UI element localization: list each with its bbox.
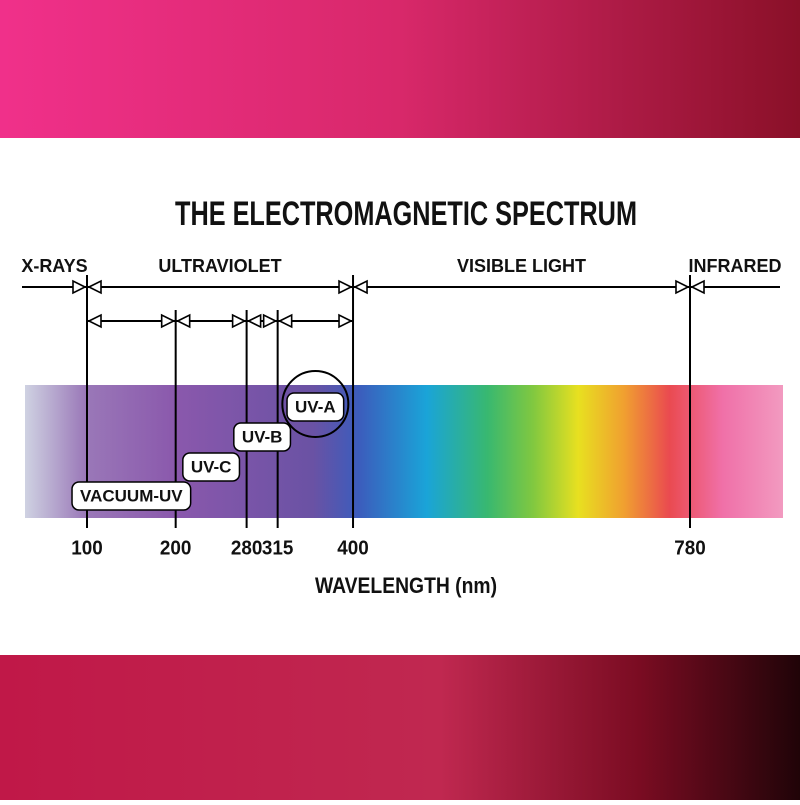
highlight-circle [281, 370, 350, 438]
top-banner [0, 0, 800, 138]
arrowhead [72, 279, 87, 295]
arrowhead [175, 313, 191, 329]
arrowhead [231, 313, 247, 329]
band-label: UV-C [191, 457, 232, 476]
wavelength-label: 780 [674, 537, 706, 559]
wavelength-label: 200 [160, 537, 192, 559]
arrowhead [353, 279, 368, 295]
title: THE ELECTROMAGNETIC SPECTRUM [175, 195, 637, 233]
arrowhead [262, 313, 278, 329]
wavelength-label: 315 [262, 537, 294, 559]
arrowhead [246, 313, 262, 329]
band-label-box [71, 481, 192, 511]
arrowhead [338, 313, 353, 329]
arrowhead [160, 313, 176, 329]
band-label: UV-B [242, 427, 283, 446]
spectrum-annotations: 100 200 280 315 400 780 X-RAYS ULTRAVIOLET VISIB… [21, 256, 781, 560]
band-label: VACUUM-UV [80, 486, 183, 505]
axis-label: WAVELENGTH (nm) [315, 573, 497, 598]
arrowhead [675, 279, 690, 295]
bottom-banner [0, 655, 800, 800]
arrowhead [277, 313, 293, 329]
region-label: VISIBLE LIGHT [457, 256, 586, 276]
band-label-box [233, 422, 292, 452]
band-label-box [286, 392, 345, 422]
wavelength-label: 280 [231, 537, 263, 559]
band-label: UV-A [295, 397, 336, 416]
arrowhead [87, 279, 102, 295]
band-label-box [182, 452, 241, 482]
region-label: X-RAYS [21, 256, 87, 276]
arrowhead [690, 279, 705, 295]
wavelength-label: 400 [337, 537, 369, 559]
region-label: INFRARED [689, 256, 782, 276]
arrowhead [338, 279, 353, 295]
region-label: ULTRAVIOLET [158, 256, 281, 276]
arrowhead [87, 313, 102, 329]
wavelength-label: 100 [71, 537, 103, 559]
